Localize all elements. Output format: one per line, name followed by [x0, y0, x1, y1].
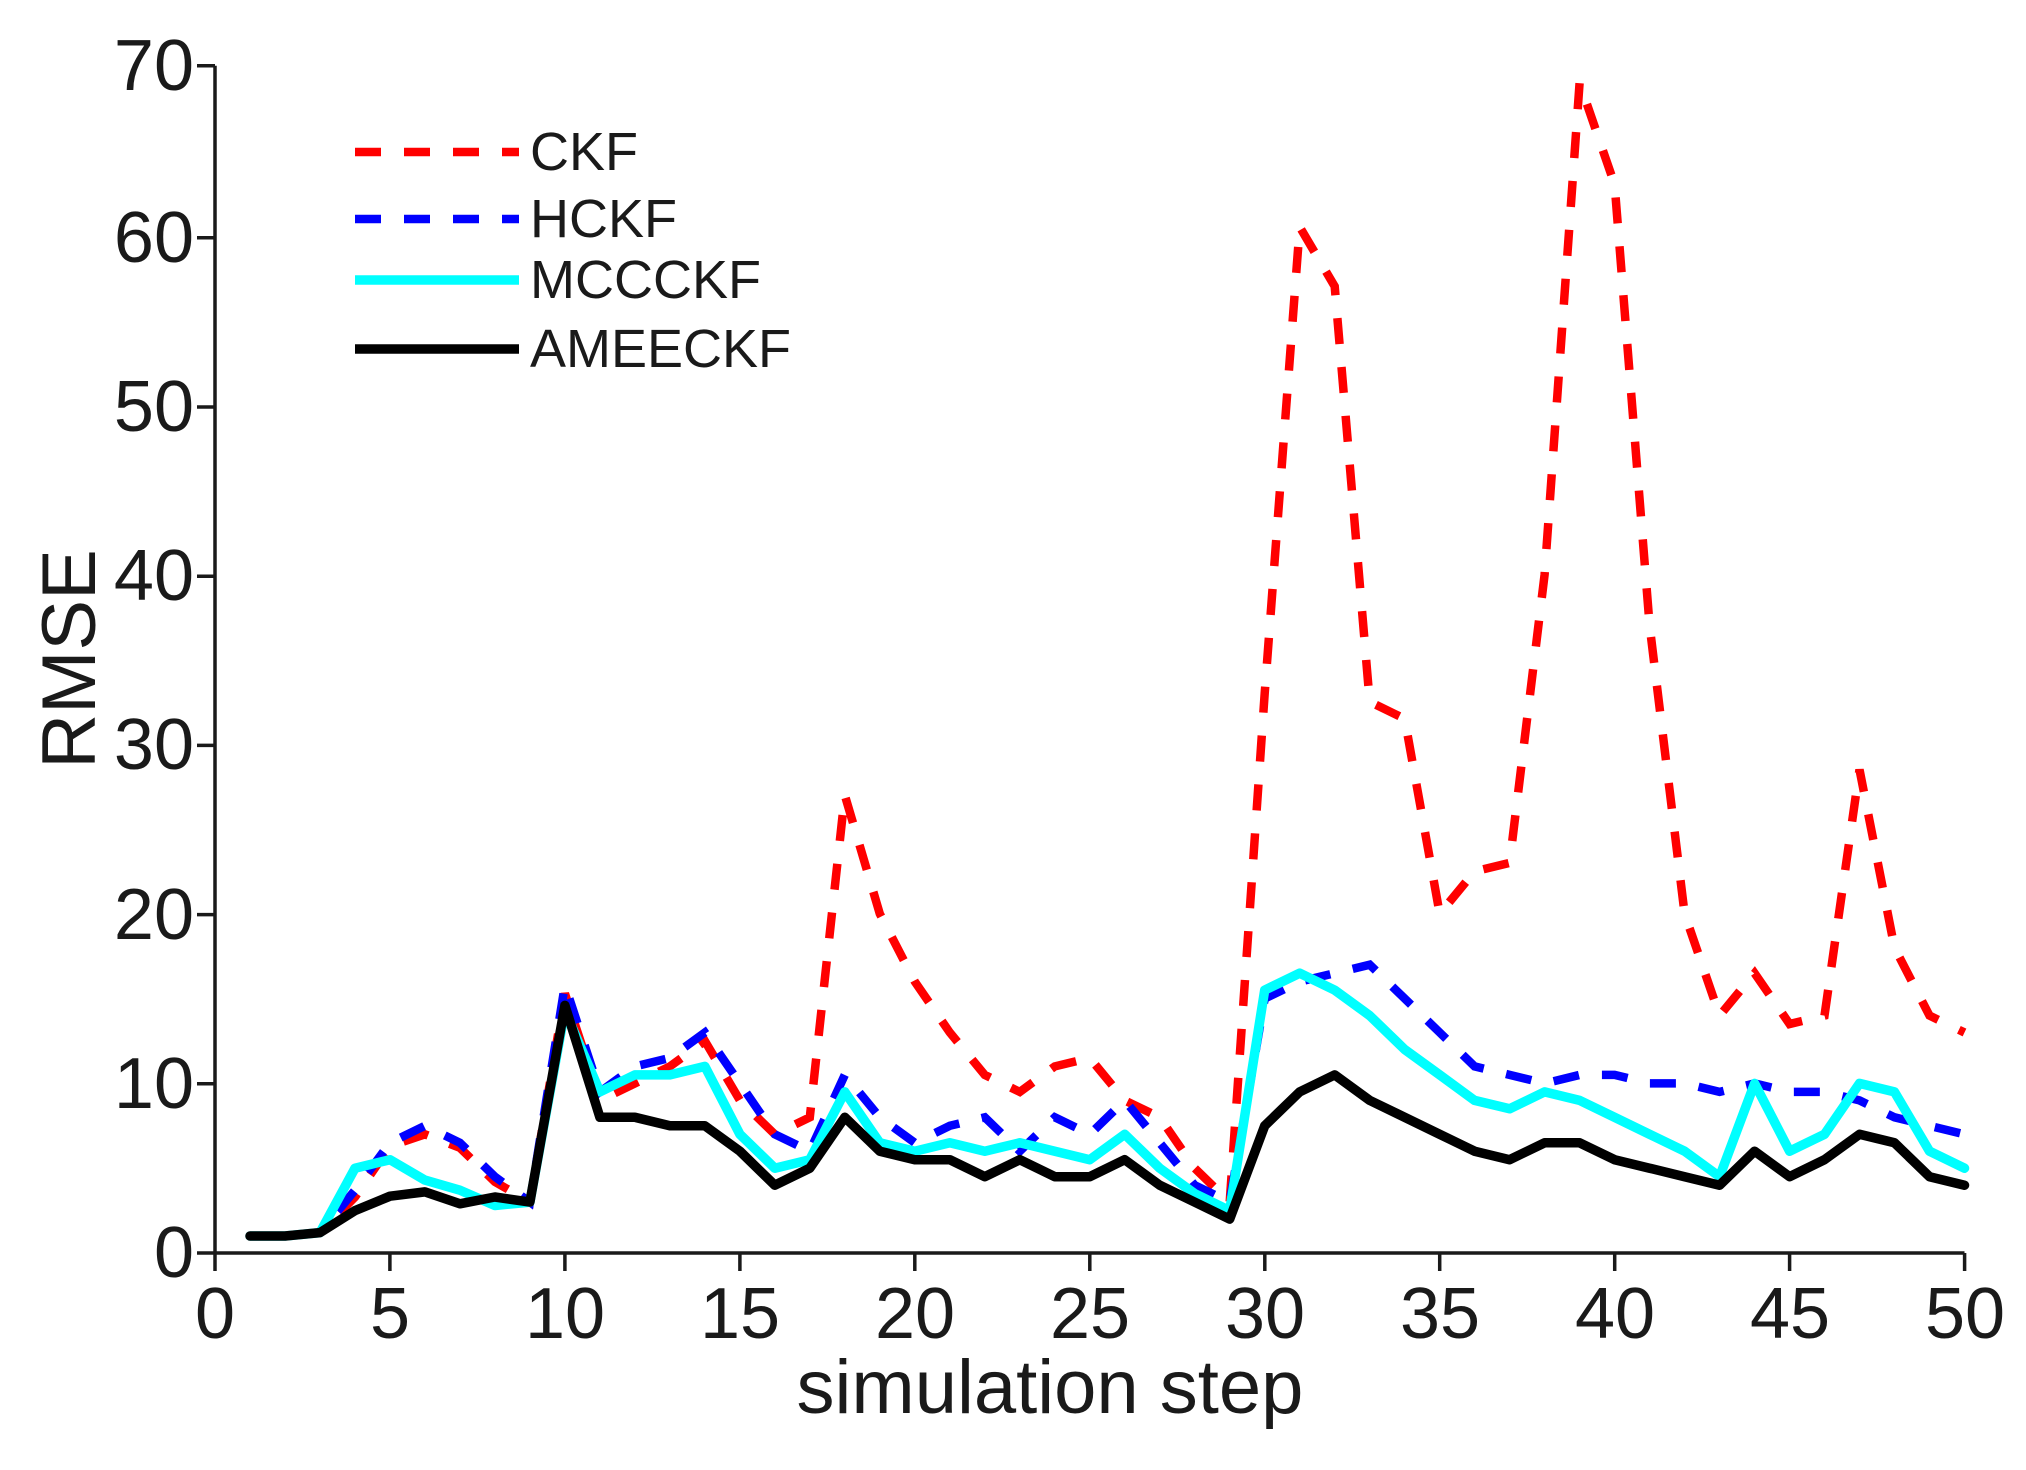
svg-text:MCCCKF: MCCCKF: [530, 250, 761, 310]
svg-text:HCKF: HCKF: [530, 189, 677, 249]
svg-text:CKF: CKF: [530, 122, 638, 182]
svg-text:AMEECKF: AMEECKF: [530, 319, 791, 379]
